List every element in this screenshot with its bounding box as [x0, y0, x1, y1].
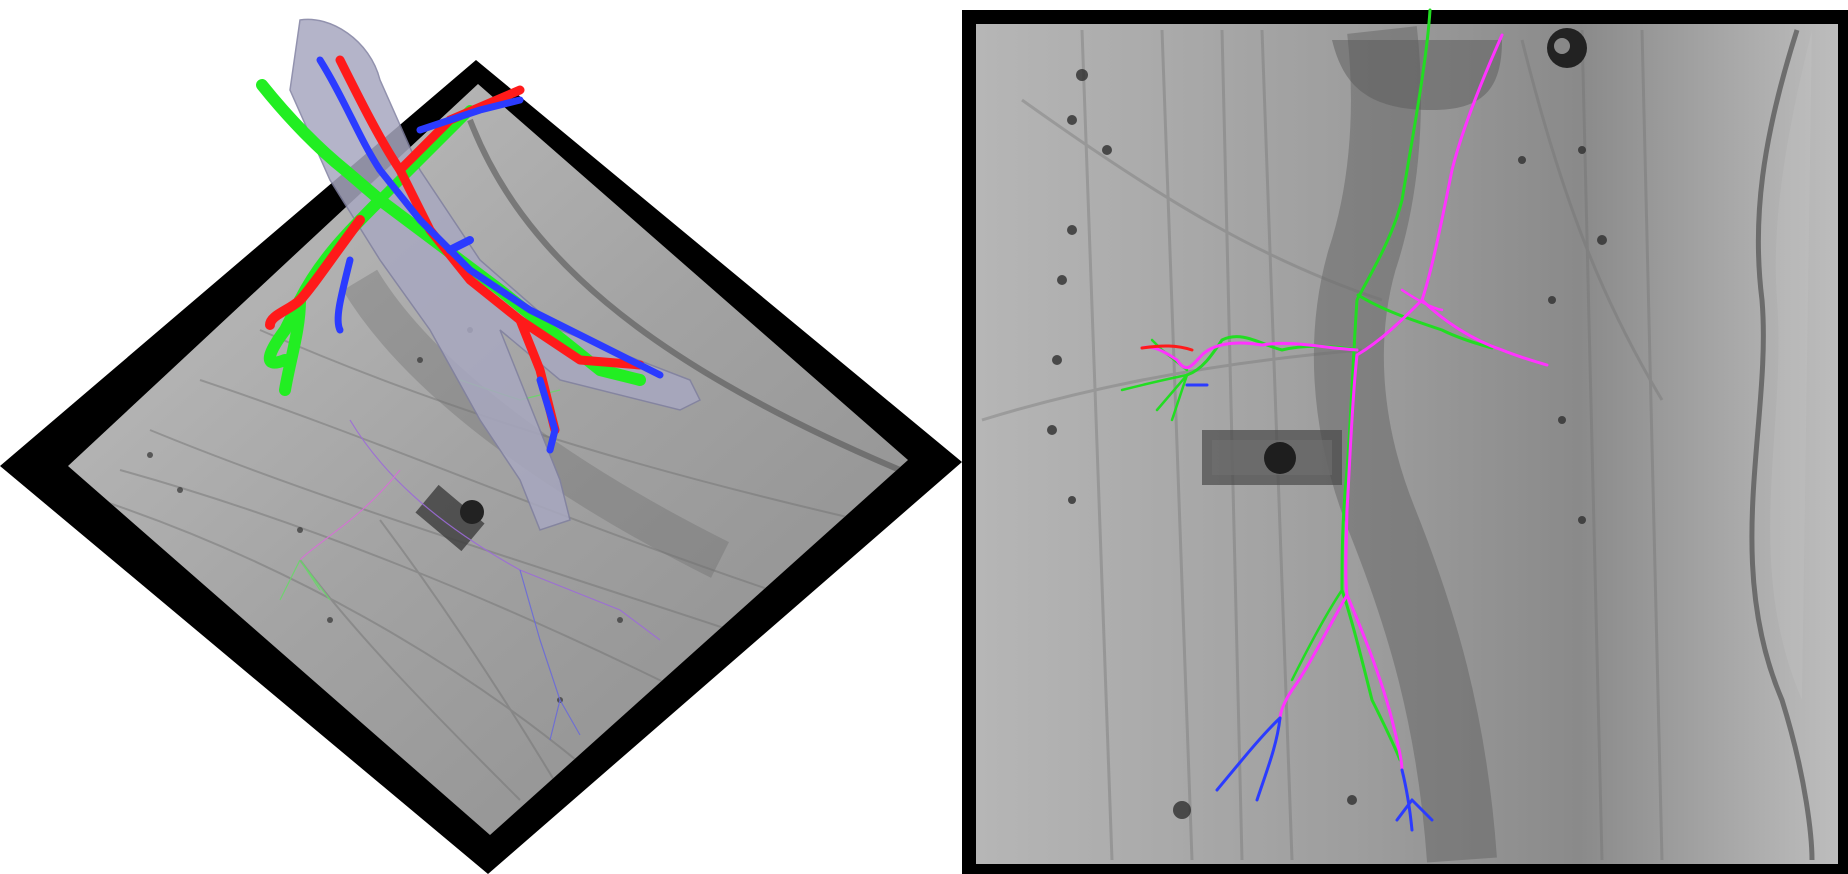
right-2d-angiogram-view: [962, 0, 1848, 874]
green-centerline: [1340, 8, 1432, 762]
left-view-canvas: [0, 18, 962, 874]
left-3d-projection-view: [0, 18, 962, 874]
vessel-centerlines-2d: [1120, 8, 1549, 832]
red-centerline: [335, 55, 645, 370]
rotated-xray-image: [68, 84, 908, 835]
right-view-canvas: [962, 8, 1848, 874]
blue-centerline-right: [1395, 768, 1434, 832]
vessel-3d-model: [289, 18, 702, 531]
red-centerline: [1140, 344, 1194, 352]
blue-centerline-left: [1215, 716, 1282, 802]
blue-centerline: [316, 56, 664, 379]
xray-anatomy-texture: [99, 118, 902, 801]
vessel-centerlines-3d: [256, 55, 664, 454]
magenta-centerline: [1344, 33, 1504, 772]
